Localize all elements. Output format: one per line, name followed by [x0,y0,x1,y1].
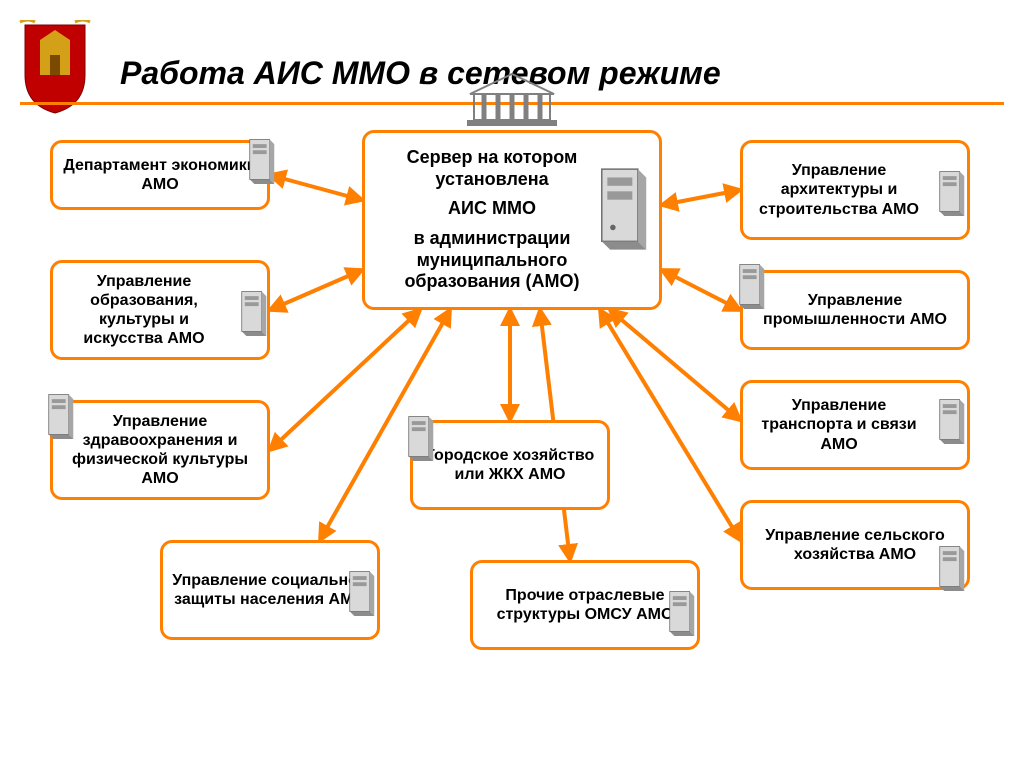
server-icon [938,398,966,444]
node-transport: Управление транспорта и связи АМО [740,380,970,470]
node-label: Управление социальной защиты населения А… [171,571,369,609]
node-label: Городское хозяйство или ЖКХ АМО [421,446,599,484]
node-label: Управление архитектуры и строительства А… [751,161,927,219]
node-label: Прочие отраслевые структуры ОМСУ АМО [481,586,689,624]
node-label: Департамент экономики АМО [61,156,259,194]
node-industry: Управление промышленности АМО [740,270,970,350]
node-other: Прочие отраслевые структуры ОМСУ АМО [470,560,700,650]
center-line2: АИС ММО [448,198,536,220]
node-education: Управление образования, культуры и искус… [50,260,270,360]
node-agriculture: Управление сельского хозяйства АМО [740,500,970,590]
center-line3: в администрации муниципального образован… [385,228,599,293]
node-label: Управление промышленности АМО [751,291,959,329]
node-economy: Департамент экономики АМО [50,140,270,210]
server-icon [240,290,268,336]
server-icon [738,263,766,309]
server-icon [348,570,376,616]
server-icon [668,590,696,636]
server-icon [938,170,966,216]
server-icon [248,138,276,184]
node-health: Управление здравоохранения и физической … [50,400,270,500]
node-label: Управление транспорта и связи АМО [751,396,927,454]
node-social: Управление социальной защиты населения А… [160,540,380,640]
center-line1: Сервер на котором установлена [385,147,599,190]
coat-of-arms-icon [15,20,95,115]
server-icon [938,545,966,591]
building-icon [462,72,562,127]
node-label: Управление здравоохранения и физической … [61,412,259,489]
center-server-node: Сервер на котором установлена АИС ММО в … [362,130,662,310]
server-icon [47,393,75,439]
node-label: Управление сельского хозяйства АМО [751,526,959,564]
server-icon [407,415,435,461]
node-housing: Городское хозяйство или ЖКХ АМО [410,420,610,510]
node-label: Управление образования, культуры и искус… [61,272,227,349]
page-title: Работа АИС ММО в сетевом режиме [120,55,721,92]
node-architecture: Управление архитектуры и строительства А… [740,140,970,240]
server-icon [599,163,649,253]
